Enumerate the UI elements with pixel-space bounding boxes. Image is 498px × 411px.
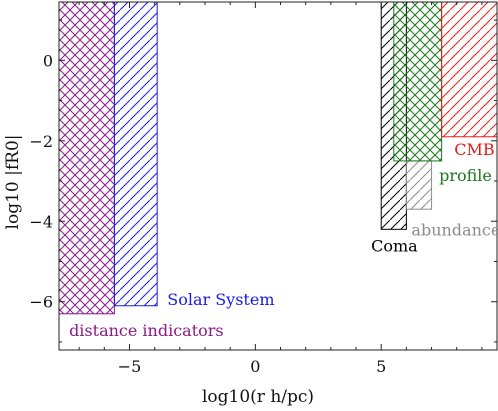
plot-frame xyxy=(58,1,498,351)
x-tick-label: 0 xyxy=(250,357,260,376)
label-solar-system: Solar System xyxy=(167,290,274,309)
region-abundance xyxy=(405,160,433,210)
region-cmb xyxy=(441,1,498,138)
y-tick-label: −2 xyxy=(29,132,53,151)
y-tick-label: −6 xyxy=(29,293,53,312)
label-coma: Coma xyxy=(371,236,418,255)
region-distance-indicators xyxy=(58,1,115,315)
x-tick-label: 5 xyxy=(376,357,386,376)
x-axis-label: log10(r h/pc) xyxy=(202,387,314,407)
label-profile: profile xyxy=(439,166,492,185)
label-abundance: abundance xyxy=(411,220,498,239)
label-cmb: CMB xyxy=(454,140,494,159)
region-profile xyxy=(393,1,443,162)
constraint-regions xyxy=(58,1,498,315)
axis-ticks: −5 0 5 0 −2 −4 −6 xyxy=(29,2,497,376)
y-axis-label: log10 |fR0| xyxy=(3,135,23,230)
region-solar-system xyxy=(113,1,158,307)
x-tick-label: −5 xyxy=(118,357,142,376)
y-tick-label: 0 xyxy=(43,51,53,70)
y-tick-label: −4 xyxy=(29,212,53,231)
label-distance-indicators: distance indicators xyxy=(69,321,224,340)
region-labels: Solar System distance indicators Comaabund… xyxy=(69,140,498,340)
